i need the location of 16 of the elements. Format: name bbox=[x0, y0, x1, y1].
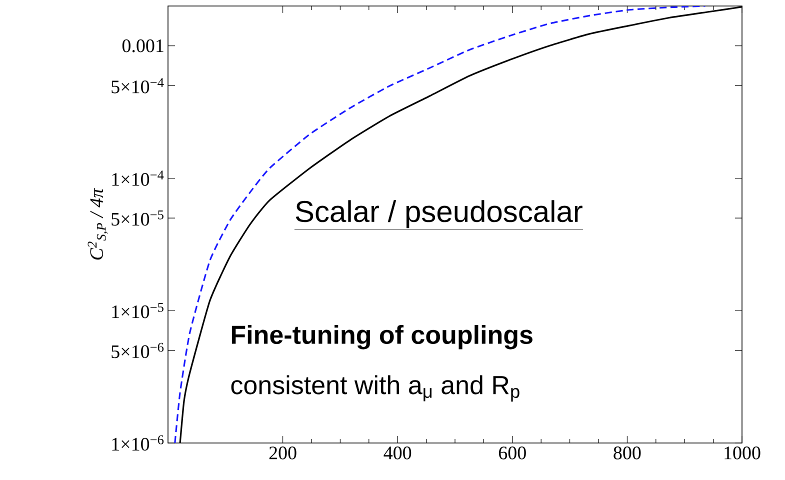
y-tick-label: 5×10$^{−4}$ bbox=[112, 78, 164, 94]
annotation: Scalar / pseudoscalar bbox=[296, 200, 582, 228]
y-tick-label: 1×10$^{−5}$ bbox=[112, 303, 164, 318]
y-tick-label: 5×10$^{−5}$ bbox=[112, 210, 164, 226]
annotation: Fine-tuning of couplings bbox=[232, 324, 532, 350]
y-tick-label: 5×10$^{−6}$ bbox=[112, 342, 164, 358]
x-tick-label: 200 bbox=[269, 446, 296, 460]
y-tick-label: 1×10$^{−6}$ bbox=[112, 435, 164, 451]
y-axis-title: C$^{2}$$_{S,P}$ / 4π bbox=[88, 188, 108, 260]
y-tick-label: 0.001 bbox=[122, 39, 164, 52]
x-tick-label: 800 bbox=[614, 446, 641, 460]
x-tick-label: 600 bbox=[498, 446, 526, 460]
y-tick-label: 1×10$^{−4}$ bbox=[112, 170, 164, 186]
annotation: consistent with a$_{μ}$ and R$_{p}$ bbox=[231, 375, 520, 402]
x-tick-label: 400 bbox=[384, 446, 412, 460]
x-tick-label: 1000 bbox=[724, 446, 760, 460]
